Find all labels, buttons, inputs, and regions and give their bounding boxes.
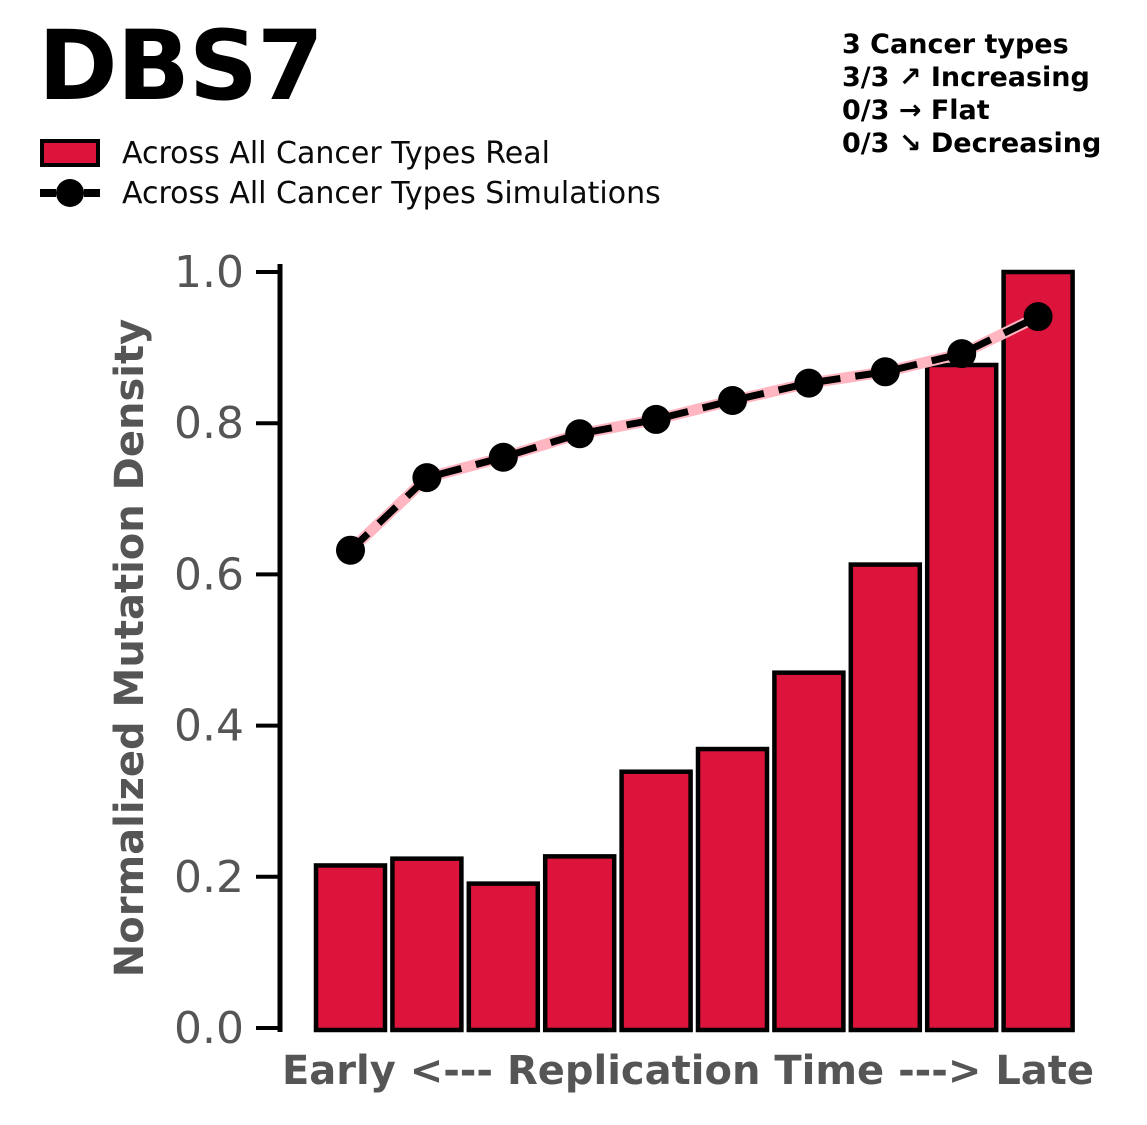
legend-label-simulations: Across All Cancer Types Simulations [122,175,661,211]
y-tick-label: 0.0 [174,1003,244,1054]
bar-swatch-icon [40,139,100,167]
trend-summary-flat: 0/3 → Flat [842,95,990,126]
sim-marker [565,419,595,449]
y-tick-label: 1.0 [174,247,244,298]
bar [390,856,464,1033]
bar [466,881,541,1033]
sim-marker [488,442,518,472]
x-axis-label: Early <--- Replication Time ---> Late [281,1048,1095,1094]
bar [695,746,770,1033]
y-tick-label: 0.2 [174,852,244,903]
sim-marker [718,386,747,416]
bar [1001,269,1075,1033]
legend-item-real: Across All Cancer Types Real [40,133,661,173]
bar [924,362,999,1033]
trend-summary-increasing: 3/3 ↗ Increasing [842,62,1090,93]
y-tick-label: 0.6 [174,549,244,600]
bar [772,670,846,1033]
legend-label-real: Across All Cancer Types Real [122,135,550,171]
legend: Across All Cancer Types Real Across All … [40,133,661,213]
y-tick-label: 0.8 [174,398,244,449]
trend-summary: 3 Cancer types 3/3 ↗ Increasing 0/3 → Fl… [842,28,1101,160]
bar [313,863,388,1033]
sim-marker [870,357,900,387]
dashed-line-dot-icon [40,178,100,208]
page-title: DBS7 [38,10,324,122]
bar [619,769,693,1033]
sim-line-underlay [345,311,1044,556]
sim-marker [794,368,824,398]
sim-marker [412,463,442,493]
bar [848,562,923,1033]
y-tick-label: 0.4 [174,701,244,752]
sim-marker [1023,302,1053,332]
sim-marker [336,535,365,565]
sim-marker [641,404,671,434]
sim-marker [947,339,977,369]
bar [542,854,617,1033]
legend-item-simulations: Across All Cancer Types Simulations [40,173,661,213]
trend-summary-count: 3 Cancer types [842,29,1069,60]
trend-summary-decreasing: 0/3 ↘ Decreasing [842,128,1102,159]
